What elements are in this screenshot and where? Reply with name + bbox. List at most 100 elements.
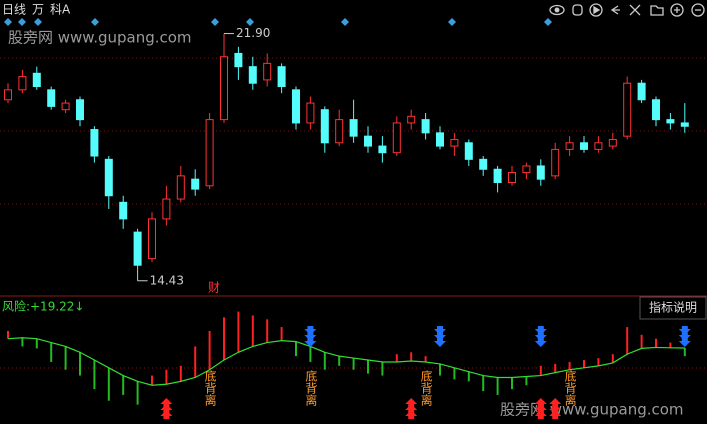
event-label: 财 <box>208 281 220 295</box>
signal-label: 底背离 <box>419 369 433 407</box>
candle-body <box>421 119 430 134</box>
arrow-part <box>160 404 173 413</box>
candle-body <box>666 119 675 124</box>
buy-arrow <box>534 398 547 419</box>
arrow-part <box>534 326 547 335</box>
toolbar-icons <box>549 3 705 17</box>
candle-body <box>536 165 545 180</box>
hand-icon[interactable] <box>572 4 583 16</box>
candle-body <box>292 89 300 124</box>
candle-body <box>119 201 128 220</box>
candle-body <box>18 76 27 91</box>
arrow-part <box>534 338 547 347</box>
candle-body <box>148 218 156 260</box>
candle-body <box>61 102 70 111</box>
candle-body <box>652 99 660 121</box>
candle-body <box>277 66 286 88</box>
arrow-part <box>549 404 562 413</box>
watermark: 股旁网 www.gupang.com <box>8 29 192 47</box>
zoom-out-icon[interactable] <box>691 3 705 17</box>
candle-body <box>407 115 416 124</box>
toolbar-item[interactable]: 科A <box>50 3 71 17</box>
arrow-part <box>304 338 317 347</box>
signal-label: 底背离 <box>203 369 217 407</box>
candle-body <box>508 172 516 183</box>
zoom-in-icon[interactable] <box>670 3 684 17</box>
candle-body <box>594 142 603 150</box>
arrow-part <box>160 410 173 419</box>
candle-body <box>479 158 488 170</box>
candle-body <box>133 231 142 266</box>
arrow-part <box>434 326 446 335</box>
arrow-part <box>549 410 562 419</box>
arrow-part <box>434 338 446 347</box>
candle-body <box>637 82 646 101</box>
candle-body <box>436 132 444 147</box>
buy-arrow <box>549 398 562 419</box>
arrow-part <box>304 332 317 341</box>
candle-body <box>234 52 243 68</box>
candle-body <box>364 135 372 147</box>
candle-body <box>392 122 401 154</box>
candle-body <box>248 66 257 84</box>
sell-arrow <box>678 326 691 347</box>
candle-body <box>4 89 12 101</box>
candle-body <box>349 119 358 137</box>
candle-body <box>335 119 344 144</box>
candle-body <box>551 148 560 177</box>
folder-icon[interactable] <box>650 5 664 16</box>
candle-body <box>565 142 574 150</box>
candle-body <box>191 178 200 190</box>
period-label[interactable]: 日线 <box>2 3 26 17</box>
candle-body <box>580 142 588 150</box>
arrow-part <box>678 332 691 341</box>
event-markers <box>4 18 552 26</box>
high-label: 21.90 <box>236 26 270 40</box>
undo-icon[interactable] <box>610 5 620 15</box>
sell-arrow <box>534 326 547 347</box>
watermark: 股旁网 www.gupang.com <box>500 401 684 419</box>
candle-body <box>493 168 502 183</box>
candle-body <box>450 138 459 147</box>
candle-body <box>47 89 56 107</box>
buy-arrow <box>405 398 418 419</box>
legend-value: +19.22↓ <box>30 300 84 314</box>
candle-body <box>320 109 329 144</box>
candle-body <box>378 145 387 154</box>
signal-label: 底背离 <box>304 369 318 407</box>
buy-arrow <box>160 398 173 419</box>
eye-icon[interactable] <box>549 4 565 16</box>
legend-name: 风险: <box>2 299 30 314</box>
play-icon[interactable] <box>589 3 603 17</box>
candle-body <box>90 129 99 157</box>
arrow-part <box>549 398 562 407</box>
arrow-part <box>678 326 691 335</box>
candle-body <box>263 62 272 81</box>
arrow-part <box>534 332 547 341</box>
candle-body <box>464 142 473 160</box>
sell-arrow <box>434 326 446 347</box>
help-button-label[interactable]: 指标说明 <box>649 300 697 315</box>
candle-body <box>220 56 228 121</box>
signal-label: 底背离 <box>563 369 577 407</box>
candle-body <box>162 198 171 220</box>
arrow-part <box>160 398 173 407</box>
arrow-part <box>534 398 547 407</box>
help-button[interactable] <box>639 296 707 320</box>
candle-body <box>306 102 315 124</box>
arrow-part <box>534 410 547 419</box>
candle-body <box>680 122 689 127</box>
candle-body <box>205 119 214 187</box>
candle-body <box>104 158 113 197</box>
candle-body <box>176 175 185 200</box>
arrow-part <box>304 326 317 335</box>
low-label: 14.43 <box>150 273 184 287</box>
toolbar-item[interactable]: 万 <box>32 3 44 17</box>
candle-body <box>32 72 41 88</box>
sell-arrow <box>304 326 317 347</box>
arrow-part <box>434 332 446 341</box>
arrow-part <box>405 398 418 407</box>
arrow-part <box>405 410 418 419</box>
cut-icon[interactable] <box>629 4 641 16</box>
